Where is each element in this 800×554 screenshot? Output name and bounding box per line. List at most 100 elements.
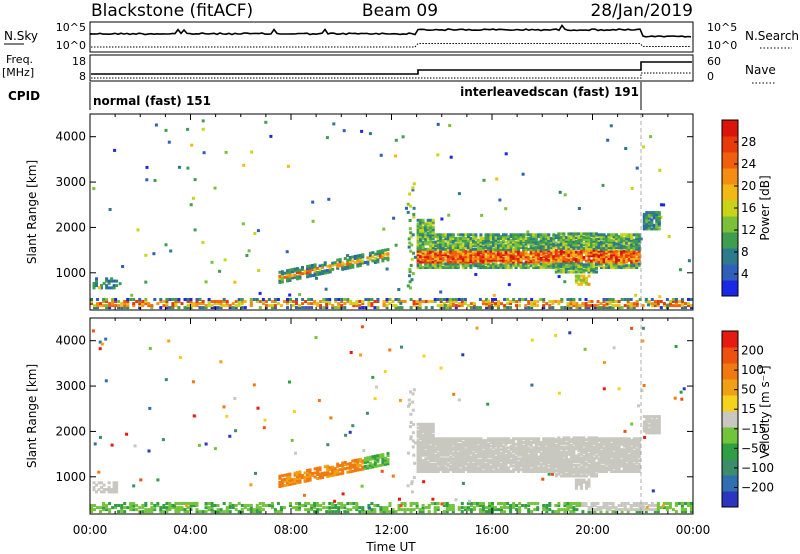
velocity-cell (104, 379, 108, 383)
velocity-cell (548, 504, 552, 507)
velocity-cell (549, 455, 553, 459)
power-cell (642, 214, 646, 218)
velocity-cell (549, 442, 553, 446)
power-cell (338, 262, 342, 266)
power-cell (627, 255, 631, 259)
power-cell (539, 253, 543, 257)
power-cell (461, 256, 465, 260)
power-cell (547, 247, 551, 251)
velocity-cell (499, 462, 503, 466)
velocity-cell (506, 506, 510, 510)
velocity-cell (474, 442, 478, 446)
power-cell (504, 266, 508, 269)
velocity-cell (429, 455, 433, 459)
power-cell (655, 225, 659, 229)
power-cell (355, 302, 359, 306)
power-cell (582, 237, 586, 241)
power-cell (466, 260, 470, 264)
power-cell (466, 256, 470, 260)
velocity-cell (355, 504, 359, 507)
power-cell (439, 306, 443, 310)
power-cell (577, 245, 581, 249)
power-cell (471, 247, 475, 251)
velocity-cell (441, 460, 445, 464)
power-cell (193, 228, 197, 232)
velocity-cell (148, 347, 152, 350)
velocity-cell (368, 466, 372, 469)
power-cell (301, 268, 304, 271)
velocity-cell (668, 504, 672, 507)
power-cell (610, 255, 614, 259)
velocity-cell (579, 469, 583, 473)
velocity-cell (469, 442, 473, 446)
velocity-cell (481, 510, 485, 514)
velocity-cell (566, 508, 570, 512)
velocity-cell (165, 506, 169, 510)
power-cell (249, 302, 253, 306)
power-cell (449, 253, 453, 257)
power-cell (605, 235, 609, 239)
velocity-cell (466, 459, 470, 463)
velocity-cell (429, 462, 433, 466)
power-cell (234, 306, 238, 310)
power-cell (446, 256, 450, 260)
velocity-cell (517, 460, 521, 464)
velocity-cell (557, 461, 561, 465)
velocity-cell (529, 470, 533, 473)
power-cell (356, 258, 360, 262)
power-cell (587, 239, 591, 243)
velocity-cell (471, 441, 475, 444)
velocity-cell (518, 506, 522, 510)
power-cell (416, 226, 420, 230)
power-cell (416, 249, 420, 253)
velocity-cell (492, 446, 495, 450)
power-cell (557, 243, 561, 247)
velocity-cell (471, 442, 475, 446)
power-cell (231, 306, 235, 310)
power-cell (370, 298, 374, 301)
velocity-cell (497, 460, 500, 464)
velocity-cell (454, 457, 458, 461)
velocity-cell (466, 451, 470, 455)
velocity-cell (687, 504, 690, 507)
velocity-cell (517, 470, 521, 473)
velocity-cell (494, 448, 498, 452)
power-cell (293, 275, 297, 279)
power-cell (564, 250, 568, 254)
power-cell (90, 300, 93, 303)
power-cell (446, 242, 450, 246)
velocity-cell (373, 460, 377, 464)
velocity-cell (674, 504, 678, 507)
power-cell (474, 255, 478, 259)
velocity-cell (436, 451, 440, 455)
velocity-cell (189, 502, 193, 505)
power-cell (554, 234, 558, 238)
velocity-cell (574, 467, 578, 471)
velocity-cell (554, 456, 558, 460)
velocity-cell (572, 445, 576, 449)
power-cell (499, 251, 503, 255)
velocity-cell (466, 470, 470, 473)
velocity-cell (328, 510, 332, 514)
power-cell (630, 235, 634, 239)
power-cell (574, 261, 578, 265)
velocity-cell (449, 464, 453, 468)
velocity-cell (366, 466, 370, 470)
power-cell (625, 240, 629, 244)
velocity-cell (333, 471, 337, 475)
velocity-cell (527, 455, 531, 459)
power-cell (481, 255, 485, 259)
power-cell (464, 244, 468, 248)
power-cell (441, 256, 445, 260)
power-cell (449, 237, 453, 240)
power-cell (416, 266, 420, 269)
velocity-cell (502, 468, 505, 472)
velocity-cell (569, 465, 573, 469)
power-cell (607, 246, 611, 249)
velocity-cell (476, 444, 480, 448)
power-cell (92, 284, 96, 288)
velocity-cell (431, 430, 435, 434)
velocity-cell (563, 508, 567, 512)
power-cell (610, 247, 614, 251)
velocity-cell (100, 481, 103, 485)
